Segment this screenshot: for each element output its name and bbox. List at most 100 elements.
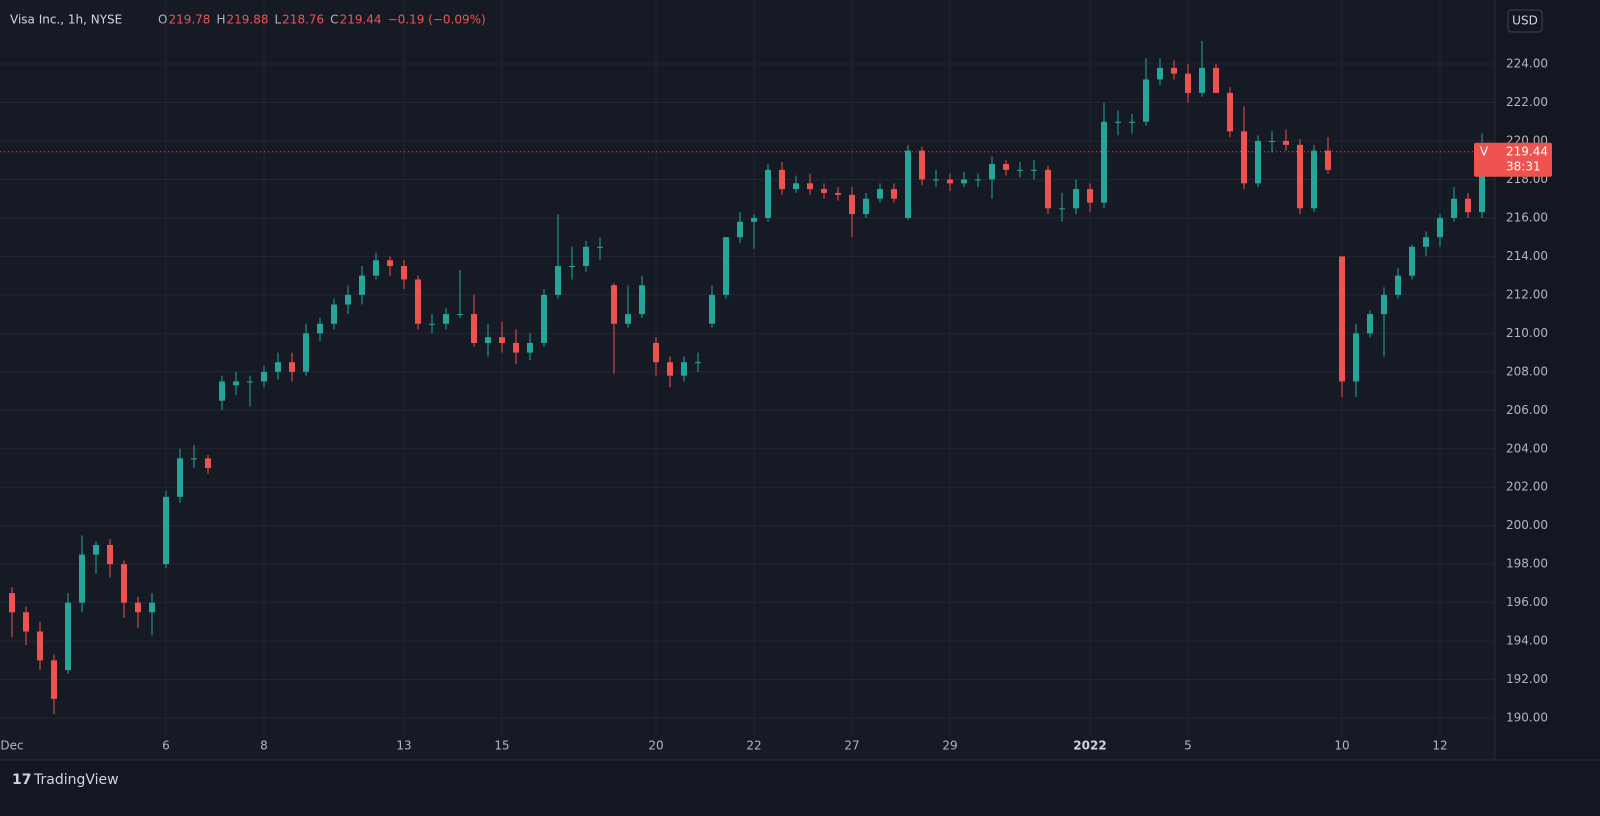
price-marker: V: [1480, 144, 1489, 158]
y-tick-label: 198.00: [1506, 557, 1548, 571]
candle-body: [1199, 67, 1205, 93]
candle-body: [1479, 151, 1485, 213]
candle-body: [1003, 164, 1009, 170]
candle-body: [1381, 294, 1387, 315]
candle-body: [1073, 189, 1079, 209]
candle-body: [457, 314, 463, 316]
candle-body: [1255, 140, 1261, 184]
candle-body: [681, 362, 687, 376]
x-tick-label: 6: [162, 739, 170, 753]
legend-high: 219.88: [226, 13, 268, 27]
candle-body: [975, 179, 981, 181]
y-tick-label: 222.00: [1506, 95, 1548, 109]
candle-body: [1297, 144, 1303, 209]
candle-body: [191, 458, 197, 460]
candle-body: [723, 237, 729, 295]
y-tick-label: 212.00: [1506, 287, 1548, 301]
candle-body: [555, 266, 561, 295]
candle-body: [1087, 189, 1093, 203]
candle-body: [485, 337, 491, 343]
brand[interactable]: TradingView: [33, 772, 119, 788]
y-tick-label: 224.00: [1506, 57, 1548, 71]
y-tick-label: 202.00: [1506, 480, 1548, 494]
candle-body: [765, 169, 771, 218]
candle-body: [513, 342, 519, 353]
y-tick-label: 192.00: [1506, 672, 1548, 686]
legend-open: 219.78: [168, 13, 210, 27]
candle-body: [401, 266, 407, 280]
candle-body: [541, 294, 547, 343]
candle-body: [247, 381, 253, 383]
candle-body: [835, 192, 841, 195]
x-tick-label: 10: [1334, 739, 1349, 753]
x-tick-label: 29: [942, 739, 957, 753]
y-tick-label: 206.00: [1506, 403, 1548, 417]
candle-body: [527, 342, 533, 353]
y-tick-label: 204.00: [1506, 441, 1548, 455]
candle-body: [471, 314, 477, 343]
legend-symbol: Visa Inc., 1h, NYSE: [10, 13, 122, 27]
candle-body: [1283, 140, 1289, 145]
candle-body: [919, 150, 925, 180]
candle-body: [1353, 333, 1359, 382]
brand-logo[interactable]: 17: [12, 772, 31, 788]
candle-body: [1045, 169, 1051, 209]
candle-body: [387, 260, 393, 267]
candle-body: [849, 194, 855, 215]
candle-body: [1115, 121, 1121, 123]
candle-body: [1031, 169, 1037, 171]
candle-body: [1423, 237, 1429, 247]
y-tick-label: 210.00: [1506, 326, 1548, 340]
legend-high-label: H: [216, 13, 225, 27]
candle-body: [149, 602, 155, 613]
candle-body: [933, 179, 939, 181]
candle-body: [891, 189, 897, 199]
candle-body: [233, 381, 239, 386]
candle-body: [583, 246, 589, 267]
legend-close: 219.44: [340, 13, 382, 27]
candle-body: [317, 323, 323, 334]
candle-body: [821, 189, 827, 193]
candle-body: [177, 458, 183, 497]
candle-body: [1171, 67, 1177, 74]
candle-body: [303, 333, 309, 372]
candle-body: [1129, 121, 1135, 123]
candle-body: [961, 179, 967, 184]
plot-area: [0, 0, 1495, 760]
candle-body: [261, 371, 267, 382]
last-price-label: 219.44: [1506, 144, 1548, 158]
currency[interactable]: USD: [1512, 14, 1538, 28]
candle-body: [373, 260, 379, 276]
candle-body: [1185, 73, 1191, 93]
legend-open-label: O: [158, 13, 167, 27]
x-tick-label: 5: [1184, 739, 1192, 753]
candle-body: [569, 266, 575, 268]
candle-body: [653, 342, 659, 363]
y-tick-label: 216.00: [1506, 210, 1548, 224]
candle-body: [9, 593, 15, 613]
y-tick-label: 194.00: [1506, 634, 1548, 648]
candle-body: [79, 554, 85, 603]
candle-body: [415, 279, 421, 324]
x-tick-label: 2022: [1073, 739, 1106, 753]
candle-body: [1241, 131, 1247, 184]
candle-body: [1451, 198, 1457, 218]
candle-body: [331, 304, 337, 324]
candle-body: [667, 362, 673, 376]
candle-body: [135, 602, 141, 613]
candle-body: [625, 314, 631, 324]
legend-change: −0.19 (−0.09%): [388, 13, 486, 27]
candle-body: [1269, 140, 1275, 142]
candle-body: [1395, 275, 1401, 295]
currency-badge[interactable]: [1507, 9, 1543, 33]
candle-body: [1437, 217, 1443, 238]
candle-body: [443, 314, 449, 324]
candle-body: [807, 183, 813, 190]
candle-body: [289, 362, 295, 372]
candle-body: [1017, 169, 1023, 171]
x-tick-label: 27: [844, 739, 859, 753]
candle-body: [51, 660, 57, 699]
candle-body: [1227, 92, 1233, 132]
